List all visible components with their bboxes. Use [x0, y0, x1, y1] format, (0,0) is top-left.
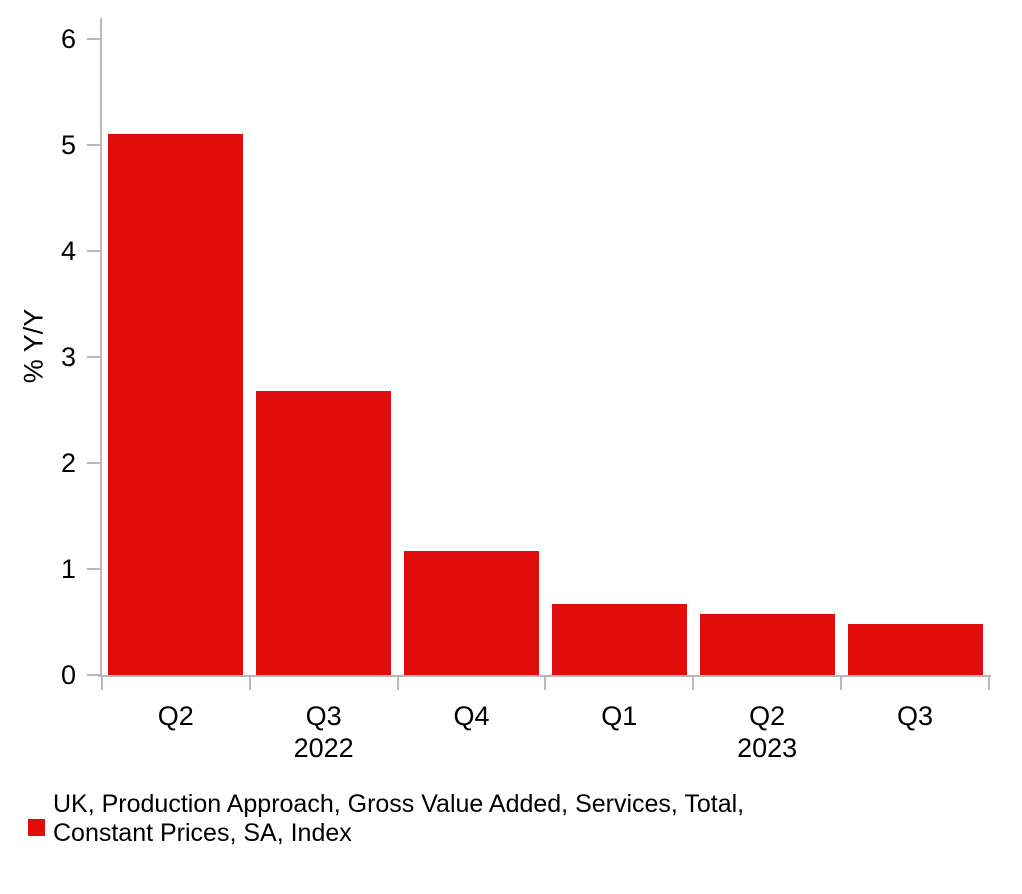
y-axis-line [100, 18, 102, 677]
x-axis-line [98, 675, 991, 677]
y-tick-label: 6 [60, 24, 76, 54]
bar-q1-2023 [551, 604, 687, 675]
bar-q2-2023 [699, 614, 835, 675]
y-tick-label: 1 [60, 554, 76, 584]
y-tick-label: 4 [60, 236, 76, 266]
x-tick [692, 677, 695, 690]
x-tick [840, 677, 843, 690]
x-tick-label: Q1 [601, 701, 638, 731]
y-tick [87, 356, 100, 358]
legend-label-line2: Constant Prices, SA, Index [53, 819, 352, 847]
bar-q2-2022 [108, 134, 244, 675]
legend-label: UK, Production Approach, Gross Value Add… [53, 790, 744, 848]
x-tick [100, 677, 103, 690]
legend-label-line1: UK, Production Approach, Gross Value Add… [53, 790, 745, 818]
y-tick-label: 3 [60, 342, 76, 372]
x-tick-label: Q2 [157, 701, 194, 731]
y-tick [87, 38, 100, 40]
y-tick [87, 568, 100, 570]
x-tick [396, 677, 399, 690]
x-year-label: 2022 [293, 733, 354, 763]
y-tick [87, 144, 100, 146]
x-tick-label: Q3 [305, 701, 342, 731]
legend-swatch [28, 819, 45, 836]
x-tick-label: Q2 [749, 701, 786, 731]
y-tick [87, 462, 100, 464]
y-tick-label: 2 [60, 448, 76, 478]
y-tick-label: 5 [60, 130, 76, 160]
x-tick-label: Q3 [897, 701, 934, 731]
x-year-label: 2023 [737, 733, 798, 763]
x-tick [987, 677, 990, 690]
x-tick [248, 677, 251, 690]
bar-q4-2022 [403, 551, 539, 675]
bar-q3-2022 [256, 391, 392, 675]
x-tick-label: Q4 [453, 701, 490, 731]
y-tick [87, 250, 100, 252]
bar-q3-2023 [847, 624, 983, 675]
y-tick [87, 674, 100, 676]
y-tick-label: 0 [60, 660, 76, 690]
x-tick [544, 677, 547, 690]
